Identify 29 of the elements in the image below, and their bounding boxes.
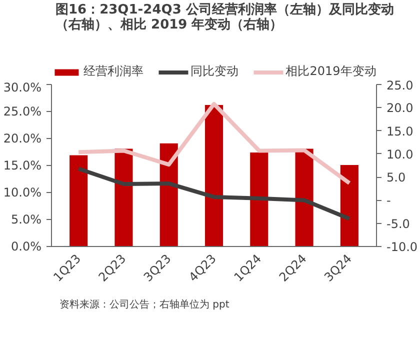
legend-label: 同比变动	[190, 63, 239, 80]
y2-tick-label: -5.0	[386, 216, 410, 231]
bar	[204, 105, 224, 246]
y2-tick-label: -	[386, 194, 391, 208]
y-tick-label: 25.0%	[3, 104, 42, 118]
y2-tick-label: 25.0	[386, 78, 414, 92]
bar	[160, 143, 178, 246]
y-tick-label: 0.0%	[11, 240, 42, 254]
y2-tick-label: 10.0	[386, 147, 414, 162]
bar	[340, 164, 358, 246]
line-series	[76, 166, 352, 221]
y2-tick-label: -10.0	[386, 240, 418, 254]
y2-tick-label: 20.0	[386, 101, 414, 116]
bar	[250, 152, 268, 246]
chart-title: 图16：23Q1-24Q3 公司经营利润率（左轴）及同比变动（右轴）、相比 2019 年变动（右轴）	[56, 2, 394, 32]
y-tick-label: 30.0%	[3, 80, 42, 94]
y-tick-label: 10.0%	[3, 186, 42, 200]
legend-label: 相比2019年变动	[286, 63, 376, 80]
bar	[114, 148, 133, 246]
y-tick-label: 15.0%	[3, 158, 42, 172]
text: 资料来源：公司公告；右轴单位为 ppt	[60, 298, 230, 310]
y-tick-label: 20.0%	[3, 132, 42, 146]
line-series	[76, 102, 352, 186]
y-tick-label: 5.0%	[11, 212, 42, 226]
legend-label: 经营利润率	[84, 63, 144, 80]
bar	[70, 155, 88, 246]
y2-tick-label: 15.0	[386, 124, 414, 138]
bar	[295, 148, 314, 246]
y2-tick-label: 5.0	[386, 170, 406, 185]
